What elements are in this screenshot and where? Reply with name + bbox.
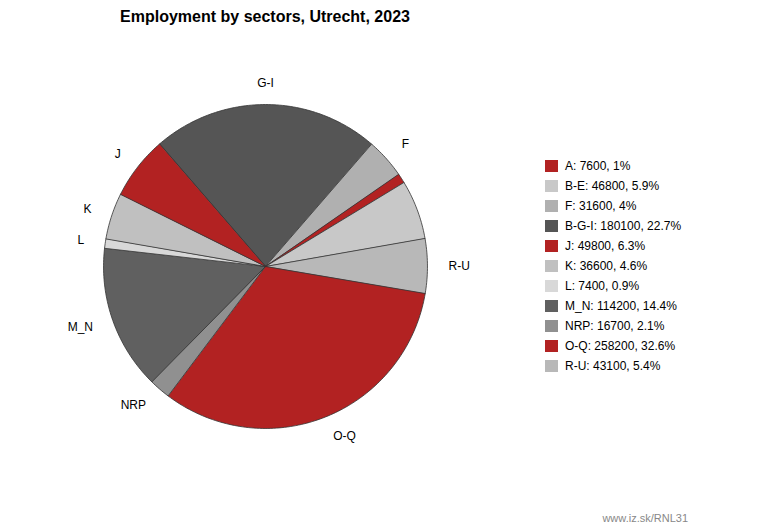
html-text:J: 49800, 6.3%: J: 49800, 6.3%	[565, 239, 646, 253]
html-text:Employment by sectors, Utrecht: Employment by sectors, Utrecht, 2023	[120, 8, 410, 25]
html-text:F: 31600, 4%: F: 31600, 4%	[565, 199, 637, 213]
html-text:O-Q: 258200, 32.6%: O-Q: 258200, 32.6%	[565, 339, 676, 353]
html-text:K: 36600, 4.6%: K: 36600, 4.6%	[565, 259, 648, 273]
svg-text:R-U: R-U	[449, 259, 470, 273]
svg-text:O-Q: O-Q	[333, 429, 356, 443]
html-text:B-G-I: 180100, 22.7%: B-G-I: 180100, 22.7%	[565, 219, 682, 233]
svg-text:M_N: M_N	[68, 320, 93, 334]
html-text:R-U: 43100, 5.4%: R-U: 43100, 5.4%	[565, 359, 661, 373]
html-text:www.iz.sk/RNL31: www.iz.sk/RNL31	[602, 512, 688, 524]
svg-text:J: J	[115, 147, 121, 161]
html-text:B-E: 46800, 5.9%: B-E: 46800, 5.9%	[565, 179, 660, 193]
svg-text:F: F	[402, 137, 409, 151]
svg-text:NRP: NRP	[121, 398, 146, 412]
html-text:A: 7600, 1%: A: 7600, 1%	[565, 159, 631, 173]
svg-text:K: K	[84, 202, 92, 216]
svg-text:L: L	[78, 233, 85, 247]
html-text:M_N: 114200, 14.4%: M_N: 114200, 14.4%	[565, 299, 677, 313]
html-text:NRP: 16700, 2.1%: NRP: 16700, 2.1%	[565, 319, 665, 333]
html-text:L: 7400, 0.9%: L: 7400, 0.9%	[565, 279, 640, 293]
svg-text:G-I: G-I	[257, 76, 274, 90]
